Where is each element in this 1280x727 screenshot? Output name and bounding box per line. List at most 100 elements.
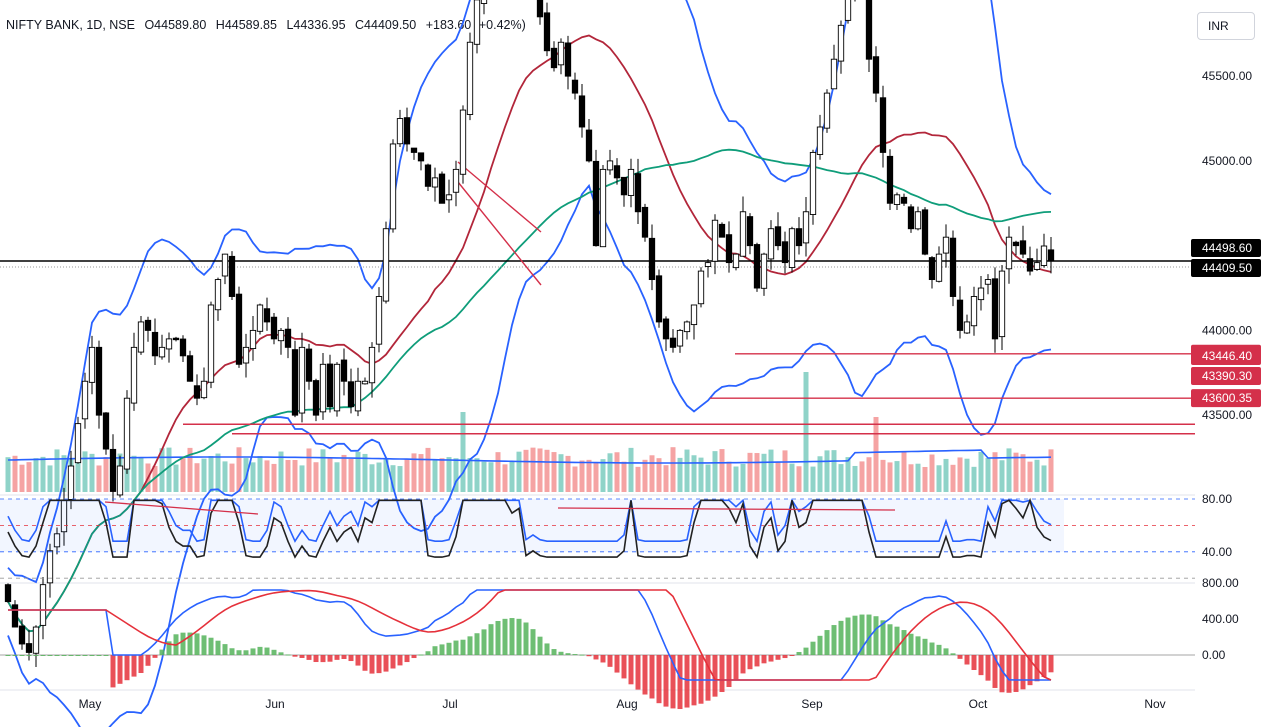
volume-bar [383,457,389,492]
candle-body [431,177,439,188]
volume-bar [873,417,879,492]
candle-body [963,321,971,334]
macd-histogram-bar [943,648,949,655]
macd-histogram-bar [810,641,816,655]
volume-bar [656,458,662,492]
macd-histogram-bar [929,642,935,655]
candle-body [81,380,89,420]
volume-bar [558,454,564,492]
candle-body [179,338,187,357]
volume-bar [950,464,956,492]
volume-bar [313,462,319,492]
macd-histogram-bar [999,655,1005,693]
volume-bar [341,454,347,492]
volume-bar [5,457,11,492]
macd-histogram-bar [509,618,515,655]
candle-body [480,0,488,4]
volume-bar [607,453,613,492]
volume-bar [418,454,424,492]
candle-body [67,465,75,500]
macd-histogram-bar [488,624,494,655]
candle-body [557,41,565,66]
macd-histogram-bar [719,655,725,693]
macd-histogram-bar [355,655,361,666]
volume-bar [285,459,291,492]
macd-histogram-bar [159,649,165,655]
macd-histogram-bar [838,620,844,655]
candle-body [907,206,915,230]
macd-histogram-bar [586,655,592,657]
macd-histogram-bar [376,655,382,674]
candle-body [186,355,194,382]
candle-body [865,0,873,60]
volume-bar [586,459,592,492]
volume-bar [712,451,718,492]
volume-bar [40,456,46,492]
volume-bar [1048,449,1054,492]
candle-body [718,223,726,238]
price-axis-tick: 43500.00 [1202,408,1252,422]
open-value: O44589.80 [144,18,207,32]
candle-body [648,237,656,281]
volume-bar [271,463,277,492]
macd-histogram-bar [26,655,32,656]
volume-bar [523,449,529,492]
macd-histogram-bar [33,655,39,656]
candle-body [158,346,166,358]
volume-bar [789,463,795,492]
candle-body [410,147,418,153]
volume-bar [131,455,137,492]
price-tag-level [1191,347,1261,365]
macd-histogram-bar [985,655,991,681]
price-tag-label: 44498.60 [1202,241,1252,255]
macd-histogram-bar [782,655,788,659]
volume-bar [481,461,487,492]
volume-bar [999,460,1005,492]
candle-body [207,304,215,383]
volume-bar [705,464,711,492]
candle-body [263,308,271,323]
price-axis-tick: 44000.00 [1202,323,1252,337]
candle-body [172,337,180,341]
volume-bar [887,462,893,492]
macd-histogram-bar [677,655,683,710]
macd-histogram-bar [852,615,858,655]
candle-body [130,346,138,404]
macd-histogram-bar [754,655,760,667]
macd-histogram-bar [145,655,151,666]
candle-body [165,338,173,350]
candle-body [1033,262,1041,270]
volume-bar [33,458,39,492]
candle-body [830,58,838,90]
candle-body [536,0,544,18]
volume-bar [1027,461,1033,492]
candle-body [900,196,908,204]
candle-body [228,255,236,297]
candle-body [312,380,320,416]
macd-histogram-bar [138,655,144,673]
volume-bar [726,461,732,492]
time-axis-label: Sep [801,697,823,711]
volume-bar [502,464,508,492]
volume-bar [628,447,634,492]
macd-histogram-bar [40,655,46,656]
macd-histogram-bar [880,620,886,655]
volume-bar [495,452,501,492]
macd-histogram-bar [89,655,95,656]
candle-body [564,42,572,77]
volume-bar [320,449,326,492]
volume-bar [194,463,200,492]
volume-bar [572,466,578,492]
macd-histogram-bar [222,644,228,655]
candle-body [438,173,446,204]
macd-histogram-bar [635,655,641,690]
macd-histogram-bar [803,647,809,655]
volume-bar [425,447,431,492]
candle-body [627,168,635,196]
candle-body [550,47,558,69]
candle-body [872,56,880,94]
volume-bar [649,455,655,492]
currency-selector[interactable]: INR [1197,12,1255,40]
price-tag-level [1191,367,1261,385]
